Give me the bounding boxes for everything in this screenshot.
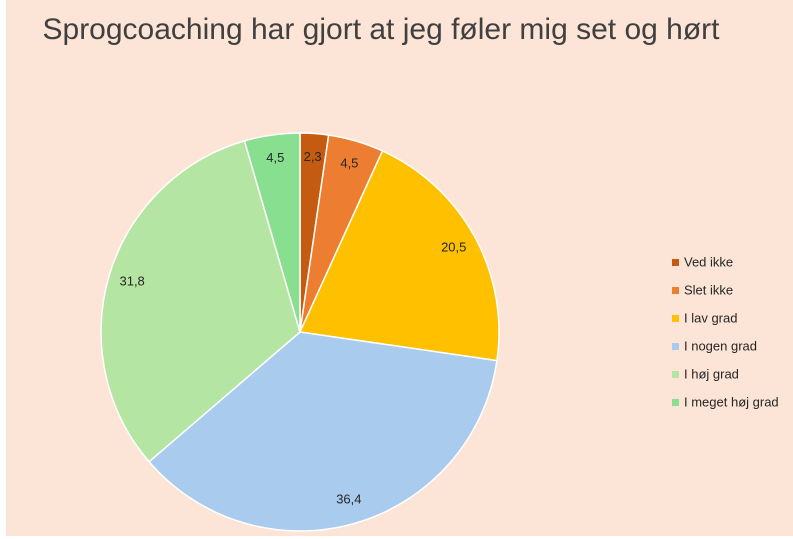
data-label: 4,5: [266, 150, 284, 165]
pie-slice: [298, 149, 500, 362]
legend-swatch: [672, 399, 679, 406]
legend-swatch: [672, 371, 679, 378]
data-label: 31,8: [119, 274, 144, 289]
data-label: 2,3: [304, 149, 322, 164]
pie-slice: [100, 139, 301, 463]
legend-swatch: [672, 343, 679, 350]
data-label: 36,4: [336, 492, 361, 507]
data-label: 4,5: [340, 155, 358, 170]
legend-label: Ved ikke: [684, 254, 733, 269]
pie-slice: [243, 132, 301, 333]
chart: Sprogcoaching har gjort at jeg føler mig…: [6, 0, 793, 536]
legend-label: I høj grad: [684, 366, 739, 381]
legend-label: Slet ikke: [684, 282, 733, 297]
legend-swatch: [672, 315, 679, 322]
legend-swatch: [672, 287, 679, 294]
legend-label: I meget høj grad: [684, 394, 779, 409]
chart-title: Sprogcoaching har gjort at jeg føler mig…: [42, 13, 720, 46]
data-label: 20,5: [441, 240, 466, 255]
legend-label: I lav grad: [684, 310, 737, 325]
legend-swatch: [672, 259, 679, 266]
pie-slice: [148, 331, 498, 532]
legend-label: I nogen grad: [684, 338, 757, 353]
plot: 2,3 4,5 20,5 36,4 31,8 4,5 Ved ikke Slet ikke I …: [100, 132, 779, 532]
